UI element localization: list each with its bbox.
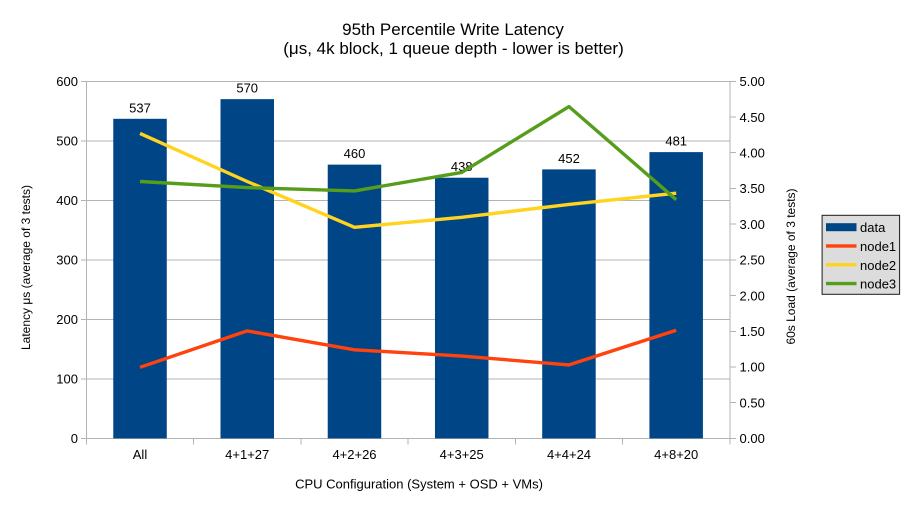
svg-text:452: 452: [558, 151, 580, 166]
svg-text:0.00: 0.00: [740, 431, 765, 446]
svg-text:4+3+25: 4+3+25: [440, 447, 484, 462]
svg-text:4+4+24: 4+4+24: [547, 447, 591, 462]
svg-text:3.50: 3.50: [740, 181, 765, 196]
svg-text:All: All: [133, 447, 148, 462]
svg-text:5.00: 5.00: [740, 74, 765, 89]
svg-text:4+1+27: 4+1+27: [225, 447, 269, 462]
svg-text:node1: node1: [860, 239, 896, 254]
svg-text:300: 300: [56, 253, 78, 268]
svg-text:570: 570: [236, 81, 258, 96]
svg-text:data: data: [860, 220, 886, 235]
svg-text:2.50: 2.50: [740, 253, 765, 268]
svg-text:100: 100: [56, 372, 78, 387]
svg-text:500: 500: [56, 134, 78, 149]
svg-text:537: 537: [129, 100, 151, 115]
svg-text:4.50: 4.50: [740, 110, 765, 125]
svg-text:Latency μs (average of 3 tests: Latency μs (average of 3 tests): [19, 185, 33, 350]
svg-text:CPU Configuration (System + OS: CPU Configuration (System + OSD + VMs): [295, 477, 543, 492]
svg-text:481: 481: [665, 134, 687, 149]
svg-text:1.00: 1.00: [740, 360, 765, 375]
svg-text:node3: node3: [860, 277, 896, 292]
svg-text:1.50: 1.50: [740, 324, 765, 339]
svg-text:0: 0: [71, 431, 78, 446]
svg-text:4+2+26: 4+2+26: [332, 447, 376, 462]
svg-text:0.50: 0.50: [740, 395, 765, 410]
svg-text:60s Load (average of 3 tests): 60s Load (average of 3 tests): [784, 188, 798, 344]
svg-text:600: 600: [56, 74, 78, 89]
svg-text:2.00: 2.00: [740, 288, 765, 303]
svg-text:200: 200: [56, 312, 78, 327]
svg-text:4.00: 4.00: [740, 145, 765, 160]
svg-text:3.00: 3.00: [740, 217, 765, 232]
svg-text:node2: node2: [860, 258, 896, 273]
svg-text:95th Percentile Write Latency: 95th Percentile Write Latency: [342, 20, 564, 39]
svg-text:400: 400: [56, 193, 78, 208]
svg-text:460: 460: [344, 146, 366, 161]
svg-text:4+8+20: 4+8+20: [654, 447, 698, 462]
svg-text:(μs, 4k block, 1 queue depth -: (μs, 4k block, 1 queue depth - lower is …: [283, 39, 624, 58]
